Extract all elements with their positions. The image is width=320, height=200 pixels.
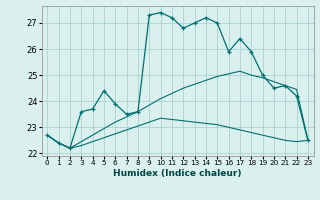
X-axis label: Humidex (Indice chaleur): Humidex (Indice chaleur) xyxy=(113,169,242,178)
